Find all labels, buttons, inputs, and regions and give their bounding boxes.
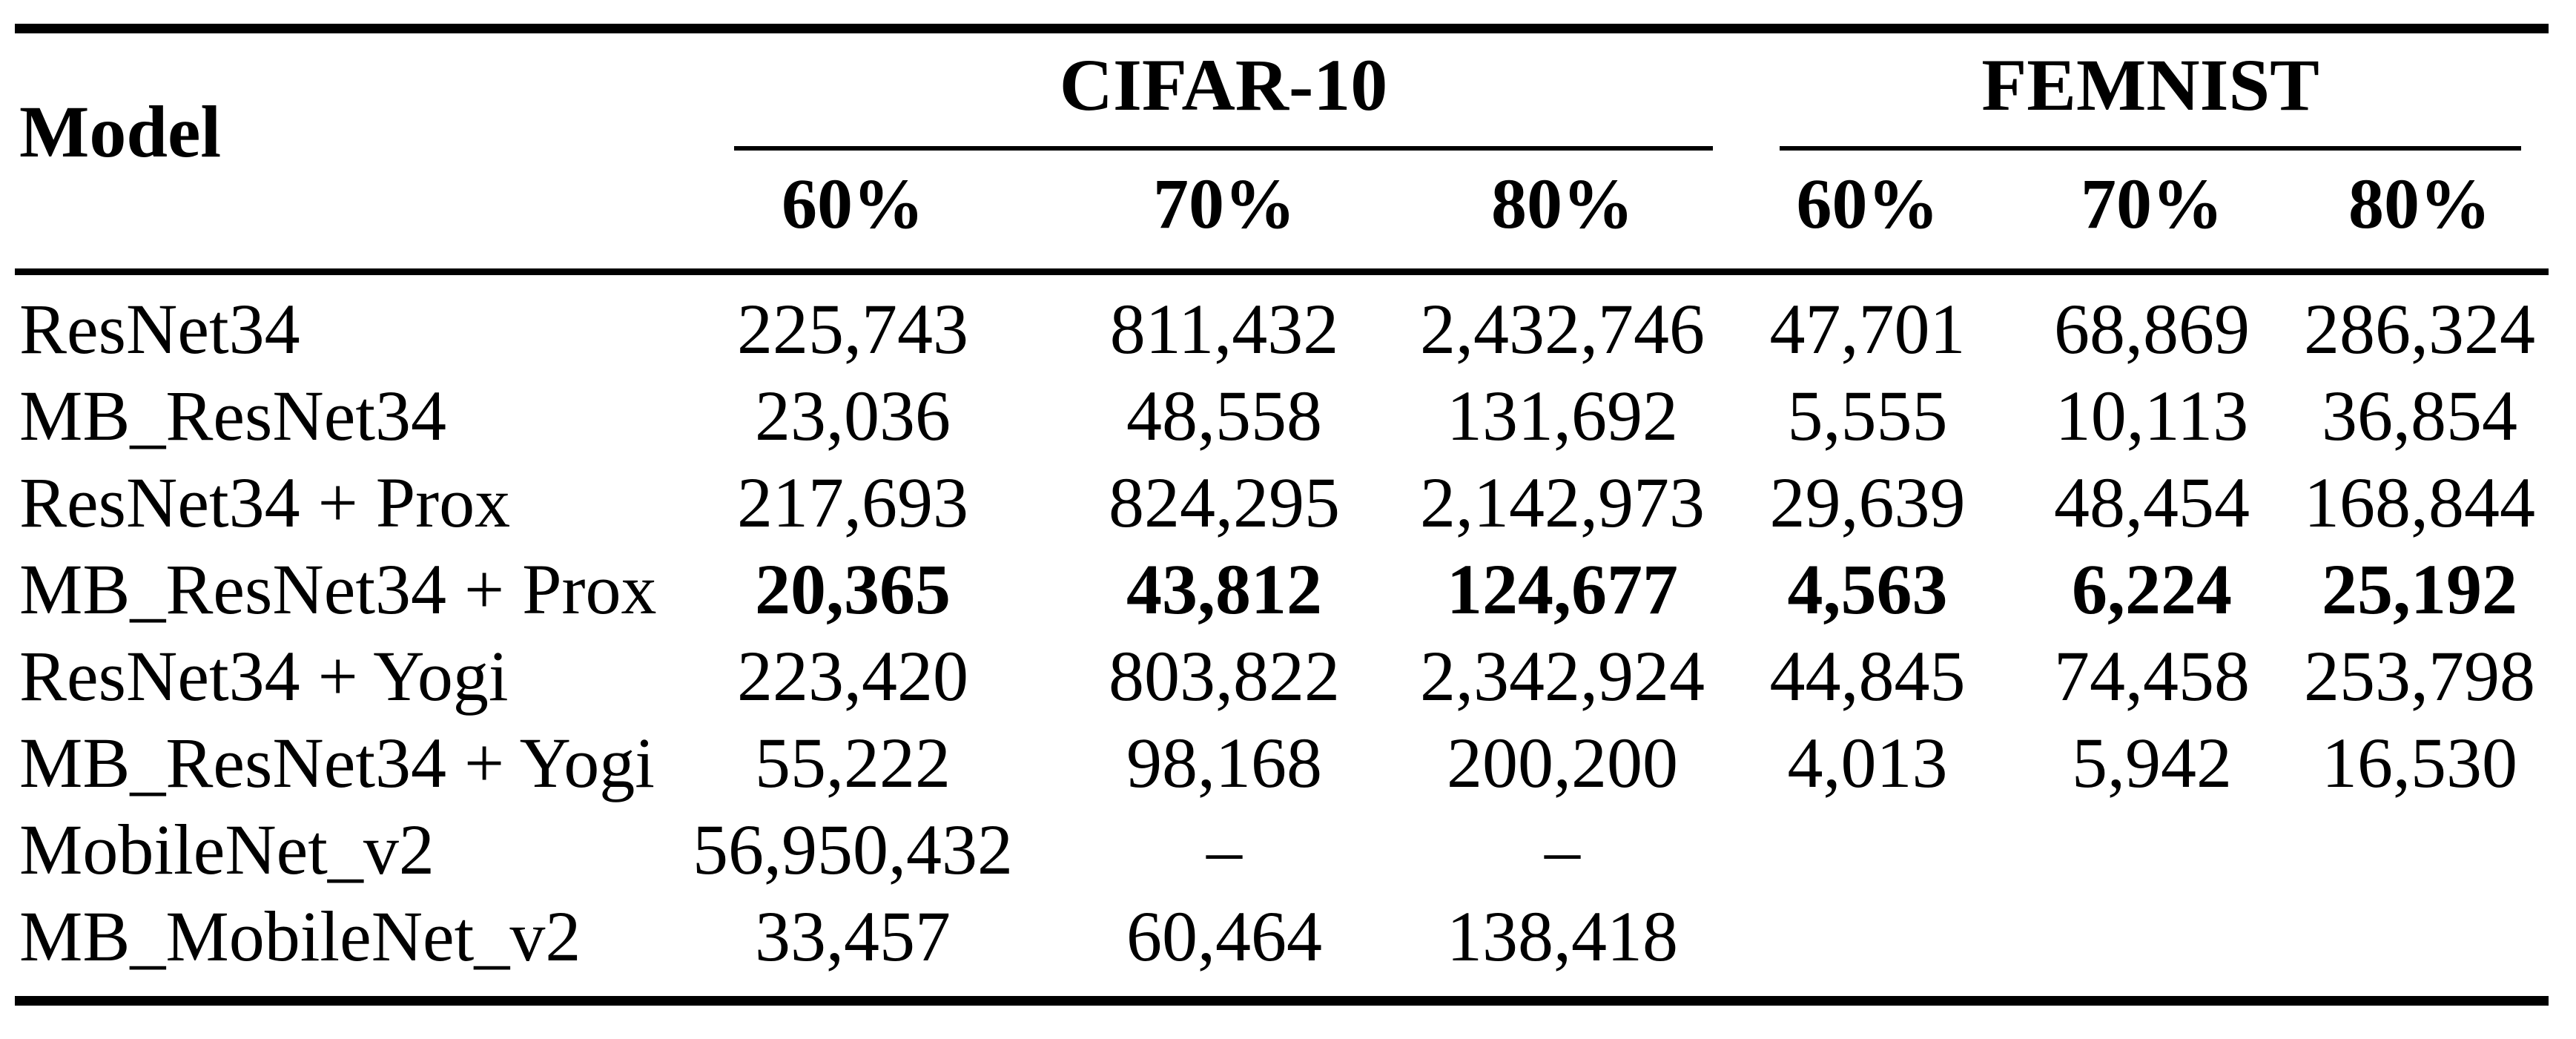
group-header-femnist: FEMNIST	[1722, 29, 2549, 151]
value-cell: 286,324	[2304, 288, 2535, 369]
value-cell: 2,142,973	[1420, 462, 1705, 542]
table-row-mb-resnet34-prox: MB_ResNet34 + Prox 20,365 43,812 124,677…	[15, 546, 2549, 633]
value-cell: 98,168	[1126, 722, 1322, 802]
col-header-femnist-70: 70%	[2013, 151, 2291, 275]
value-cell: 2,432,746	[1420, 288, 1705, 369]
percent-header-row: 60% 70% 80% 60% 70% 80%	[15, 151, 2549, 275]
value-cell: 225,743	[737, 288, 968, 369]
value-cell-empty	[1722, 806, 2013, 893]
table-header: Model CIFAR-10 FEMNIST 60% 70% 80% 60% 7…	[15, 29, 2549, 275]
col-header-cifar10-80: 80%	[1403, 151, 1722, 275]
model-label: MB_MobileNet_v2	[19, 896, 581, 976]
model-label: ResNet34	[19, 288, 300, 369]
value-cell-empty	[1722, 893, 2013, 1001]
col-header-cifar10-70: 70%	[1046, 151, 1403, 275]
value-cell: 48,454	[2054, 462, 2250, 542]
value-cell: 16,530	[2322, 722, 2517, 802]
value-cell: 2,342,924	[1420, 636, 1705, 716]
group-header-cifar10: CIFAR-10	[660, 29, 1722, 151]
col-header-model: Model	[15, 29, 660, 272]
value-cell: 47,701	[1769, 288, 1966, 369]
model-label: ResNet34 + Yogi	[19, 636, 509, 716]
model-label: MB_ResNet34 + Yogi	[19, 722, 655, 802]
value-cell: 55,222	[755, 722, 951, 802]
value-cell: 124,677	[1447, 549, 1678, 629]
table-row-mb-mobilenet-v2: MB_MobileNet_v2 33,457 60,464 138,418	[15, 893, 2549, 1001]
value-cell: 824,295	[1109, 462, 1340, 542]
value-cell: 4,563	[1787, 549, 1948, 629]
model-parameters-table: Model CIFAR-10 FEMNIST 60% 70% 80% 60% 7…	[15, 24, 2549, 1006]
table-row-resnet34: ResNet34 225,743 811,432 2,432,746 47,70…	[15, 272, 2549, 373]
value-cell: 4,013	[1787, 722, 1948, 802]
value-cell: 6,224	[2072, 549, 2232, 629]
value-cell: 48,558	[1126, 375, 1322, 455]
group-header-row: Model CIFAR-10 FEMNIST	[15, 29, 2549, 168]
femnist-group-label: FEMNIST	[1780, 33, 2522, 151]
value-cell: 60,464	[1126, 896, 1322, 976]
value-cell: 200,200	[1447, 722, 1678, 802]
value-cell-empty	[2013, 893, 2291, 1001]
table-row-resnet34-yogi: ResNet34 + Yogi 223,420 803,822 2,342,92…	[15, 633, 2549, 719]
cifar10-group-label: CIFAR-10	[734, 33, 1713, 151]
col-header-femnist-60: 60%	[1722, 151, 2013, 275]
value-cell: 131,692	[1447, 375, 1678, 455]
value-cell: 138,418	[1447, 896, 1678, 976]
table-row-resnet34-prox: ResNet34 + Prox 217,693 824,295 2,142,97…	[15, 459, 2549, 546]
table-row-mb-resnet34: MB_ResNet34 23,036 48,558 131,692 5,555 …	[15, 372, 2549, 459]
value-cell: 253,798	[2304, 636, 2535, 716]
value-cell: 74,458	[2054, 636, 2250, 716]
value-cell: 10,113	[2055, 375, 2249, 455]
value-cell-dash: –	[1206, 809, 1242, 889]
value-cell: 23,036	[755, 375, 951, 455]
table-body: ResNet34 225,743 811,432 2,432,746 47,70…	[15, 272, 2549, 1001]
value-cell: 56,950,432	[693, 809, 1013, 889]
value-cell: 33,457	[755, 896, 951, 976]
value-cell: 5,942	[2072, 722, 2232, 802]
value-cell: 223,420	[737, 636, 968, 716]
value-cell-empty	[2291, 893, 2549, 1001]
value-cell: 811,432	[1109, 288, 1339, 369]
model-header-label: Model	[19, 90, 222, 173]
model-label: MB_ResNet34 + Prox	[19, 549, 657, 629]
value-cell: 168,844	[2304, 462, 2535, 542]
value-cell: 217,693	[737, 462, 968, 542]
value-cell: 25,192	[2322, 549, 2517, 629]
col-header-cifar10-60: 60%	[660, 151, 1046, 275]
value-cell-empty	[2013, 806, 2291, 893]
value-cell: 36,854	[2322, 375, 2517, 455]
value-cell-empty	[2291, 806, 2549, 893]
table-row-mb-resnet34-yogi: MB_ResNet34 + Yogi 55,222 98,168 200,200…	[15, 719, 2549, 806]
value-cell: 803,822	[1109, 636, 1340, 716]
value-cell: 5,555	[1787, 375, 1948, 455]
model-label: MobileNet_v2	[19, 809, 435, 889]
value-cell: 68,869	[2054, 288, 2250, 369]
col-header-femnist-80: 80%	[2291, 151, 2549, 275]
model-label: ResNet34 + Prox	[19, 462, 511, 542]
value-cell: 43,812	[1126, 549, 1322, 629]
value-cell: 44,845	[1769, 636, 1966, 716]
value-cell-dash: –	[1545, 809, 1580, 889]
table-row-mobilenet-v2: MobileNet_v2 56,950,432 – –	[15, 806, 2549, 893]
model-label: MB_ResNet34	[19, 375, 446, 455]
value-cell: 20,365	[755, 549, 951, 629]
value-cell: 29,639	[1769, 462, 1966, 542]
